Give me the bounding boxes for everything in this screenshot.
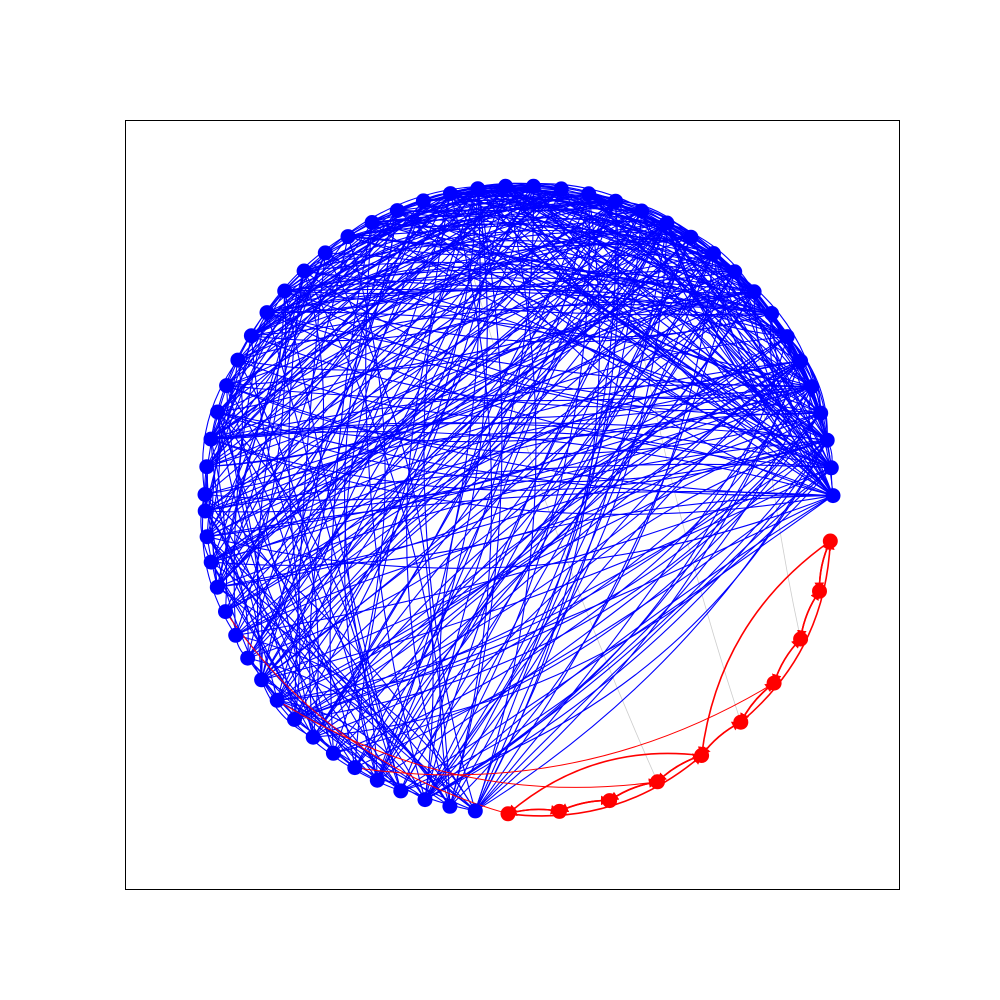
red-edge bbox=[702, 722, 741, 755]
blue-node bbox=[365, 215, 380, 230]
blue-node bbox=[270, 693, 285, 708]
blue-node bbox=[306, 730, 321, 745]
blue-node bbox=[260, 305, 275, 320]
red-node bbox=[694, 748, 709, 763]
blue-node bbox=[824, 460, 839, 475]
blue-node bbox=[347, 760, 362, 775]
blue-node bbox=[219, 378, 234, 393]
red-node bbox=[733, 715, 748, 730]
blue-node bbox=[443, 186, 458, 201]
blue-node bbox=[198, 487, 213, 502]
blue-node bbox=[326, 746, 341, 761]
blue-node bbox=[498, 179, 513, 194]
blue-node bbox=[526, 179, 541, 194]
blue-node bbox=[747, 284, 762, 299]
blue-node bbox=[277, 284, 292, 299]
blue-node bbox=[826, 488, 841, 503]
red-edge bbox=[741, 683, 774, 722]
blue-node bbox=[230, 353, 245, 368]
blue-node bbox=[554, 181, 569, 196]
red-edge bbox=[559, 801, 609, 812]
blue-node bbox=[793, 354, 808, 369]
blue-node bbox=[393, 783, 408, 798]
blue-node bbox=[727, 264, 742, 279]
blue-node bbox=[764, 306, 779, 321]
red-node bbox=[823, 534, 838, 549]
blue-node bbox=[200, 529, 215, 544]
red-node bbox=[552, 804, 567, 819]
red-edge bbox=[741, 683, 774, 722]
blue-node bbox=[418, 792, 433, 807]
red-edge bbox=[658, 756, 702, 782]
blue-node bbox=[820, 433, 835, 448]
blue-node bbox=[204, 432, 219, 447]
blue-node bbox=[341, 229, 356, 244]
red-node bbox=[812, 584, 827, 599]
blue-node bbox=[198, 504, 213, 519]
blue-node bbox=[204, 555, 219, 570]
red-node bbox=[650, 774, 665, 789]
blue-node bbox=[390, 203, 405, 218]
red-node bbox=[793, 632, 808, 647]
red-node bbox=[767, 676, 782, 691]
blue-node bbox=[804, 379, 819, 394]
red-edge bbox=[702, 722, 741, 755]
blue-node bbox=[287, 712, 302, 727]
blue-node bbox=[706, 246, 721, 261]
red-edge bbox=[702, 541, 831, 756]
blue-node bbox=[218, 604, 233, 619]
red-edge bbox=[774, 639, 801, 683]
blue-node bbox=[297, 264, 312, 279]
red-edge bbox=[508, 809, 559, 813]
blue-node bbox=[370, 773, 385, 788]
blue-node bbox=[470, 181, 485, 196]
blue-node bbox=[468, 803, 483, 818]
red-edge bbox=[658, 756, 702, 782]
blue-node bbox=[634, 204, 649, 219]
blue-edge bbox=[425, 496, 833, 800]
blue-node bbox=[683, 230, 698, 245]
blue-node bbox=[210, 405, 225, 420]
blue-node bbox=[210, 580, 225, 595]
blue-node bbox=[244, 328, 259, 343]
blue-node bbox=[199, 459, 214, 474]
blue-node bbox=[318, 245, 333, 260]
blue-node bbox=[416, 193, 431, 208]
blue-edge bbox=[211, 409, 821, 562]
blue-node bbox=[780, 329, 795, 344]
blue-node bbox=[608, 194, 623, 209]
blue-node bbox=[813, 406, 828, 421]
red-edge bbox=[774, 639, 801, 683]
blue-node bbox=[659, 216, 674, 231]
red-node bbox=[602, 793, 617, 808]
blue-node bbox=[240, 651, 255, 666]
red-node bbox=[501, 806, 516, 821]
blue-node bbox=[442, 799, 457, 814]
blue-node bbox=[254, 672, 269, 687]
blue-node bbox=[228, 628, 243, 643]
blue-node bbox=[581, 186, 596, 201]
